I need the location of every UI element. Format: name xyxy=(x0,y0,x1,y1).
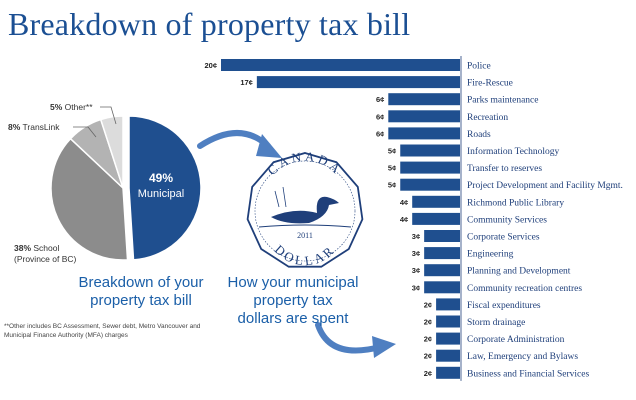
bar-value-label: 2¢ xyxy=(424,300,432,309)
coin-reeds xyxy=(274,186,287,208)
bar-category-label: Transfer to reserves xyxy=(467,163,542,174)
bar-category-label: Law, Emergency and Bylaws xyxy=(467,352,578,362)
arrow-top xyxy=(197,130,271,149)
bar-category-label: Planning and Development xyxy=(467,267,571,277)
bar-business-and-financial-services xyxy=(436,366,460,379)
bar-category-label: Roads xyxy=(467,130,491,140)
pie-slice-other xyxy=(99,115,124,189)
bar-value-label: 5¢ xyxy=(388,147,396,156)
bar-value-label: 2¢ xyxy=(424,369,432,378)
coin-year: 2011 xyxy=(297,231,313,240)
pie-caption: Breakdown of your property tax bill xyxy=(78,274,204,309)
bar-law-emergency-and-bylaws xyxy=(436,349,460,362)
bar-recreation xyxy=(388,110,460,123)
leader-line-translink xyxy=(73,126,97,138)
pie-label-translink: 8% TransLink xyxy=(8,122,60,132)
bar-storm-drainage xyxy=(436,315,460,328)
arrow-bottom xyxy=(315,322,383,354)
bar-caption: How your municipal property tax dollars ar… xyxy=(227,274,359,327)
bar-value-label: 4¢ xyxy=(400,215,408,224)
pie-label-municipal: Municipal xyxy=(138,188,184,200)
coin-water-line xyxy=(258,224,352,228)
bar-value-label: 5¢ xyxy=(388,181,396,190)
leader-line-other xyxy=(100,106,117,125)
bar-value-label: 17¢ xyxy=(240,78,253,87)
bar-police xyxy=(221,59,460,71)
footnote: **Other includes BC Assessment, Sewer de… xyxy=(4,323,201,339)
bar-fire-rescue xyxy=(256,76,460,89)
bar-category-label: Corporate Services xyxy=(467,233,540,243)
pie-slice-municipal xyxy=(128,115,202,261)
bar-community-services xyxy=(412,212,460,225)
bar-category-label: Fiscal expenditures xyxy=(467,301,541,311)
bar-value-label: 3¢ xyxy=(412,232,420,241)
page-title: Breakdown of property tax bill xyxy=(8,6,411,42)
bar-value-label: 2¢ xyxy=(424,318,432,327)
bar-category-label: Community Services xyxy=(467,215,547,225)
bar-roads xyxy=(388,127,460,140)
bar-value-label: 4¢ xyxy=(400,198,408,207)
bar-value-label: 6¢ xyxy=(376,95,384,104)
bar-corporate-services xyxy=(424,230,460,242)
bar-project-development-and-facility-mgmt- xyxy=(400,178,460,191)
loon-icon xyxy=(271,196,339,224)
bar-corporate-administration xyxy=(436,332,460,345)
bar-category-label: Recreation xyxy=(467,113,508,123)
bar-community-recreation-centres xyxy=(424,281,460,294)
bar-value-label: 20¢ xyxy=(204,61,217,70)
bar-richmond-public-library xyxy=(412,195,460,208)
bar-category-label: Business and Financial Services xyxy=(467,369,589,379)
bar-value-label: 2¢ xyxy=(424,335,432,344)
bar-category-label: Police xyxy=(467,62,491,72)
pie-label-other: 5% Other** xyxy=(50,102,93,112)
bar-fiscal-expenditures xyxy=(436,298,460,311)
arrows xyxy=(197,130,396,358)
bar-category-label: Community recreation centres xyxy=(467,284,582,294)
bar-value-label: 3¢ xyxy=(412,266,420,275)
bar-category-label: Project Development and Facility Mgmt. xyxy=(467,181,623,191)
bar-information-technology xyxy=(400,144,460,157)
bar-category-label: Engineering xyxy=(467,250,514,260)
arrow-top-head xyxy=(256,134,282,158)
bar-transfer-to-reserves xyxy=(400,161,460,174)
bar-category-label: Corporate Administration xyxy=(467,335,565,345)
bar-category-label: Storm drainage xyxy=(467,318,525,328)
bar-category-label: Information Technology xyxy=(467,146,560,157)
coin-rim xyxy=(254,160,356,262)
bar-category-label: Parks maintenance xyxy=(467,96,539,106)
bar-chart: 20¢ Police 17¢ Fire-Rescue 6¢ Parks maintenan… xyxy=(204,56,623,381)
pie-slice-school xyxy=(50,137,129,261)
arrow-bottom-head xyxy=(372,336,396,358)
bar-value-label: 6¢ xyxy=(376,129,384,138)
bar-value-label: 3¢ xyxy=(412,283,420,292)
pie-label-school: 38% School (Province of BC) xyxy=(14,243,77,264)
bar-value-label: 6¢ xyxy=(376,112,384,121)
bar-planning-and-development xyxy=(424,264,460,277)
bar-value-label: 2¢ xyxy=(424,352,432,361)
pie-chart: 49% Municipal xyxy=(50,106,202,261)
bar-category-label: Fire-Rescue xyxy=(467,79,513,89)
bar-category-label: Richmond Public Library xyxy=(467,198,564,208)
pie-label-municipal-pct: 49% xyxy=(149,171,173,185)
bar-value-label: 3¢ xyxy=(412,249,420,258)
bar-parks-maintenance xyxy=(388,93,460,106)
coin-edge xyxy=(246,152,364,268)
bar-engineering xyxy=(424,247,460,260)
bar-value-label: 5¢ xyxy=(388,164,396,173)
